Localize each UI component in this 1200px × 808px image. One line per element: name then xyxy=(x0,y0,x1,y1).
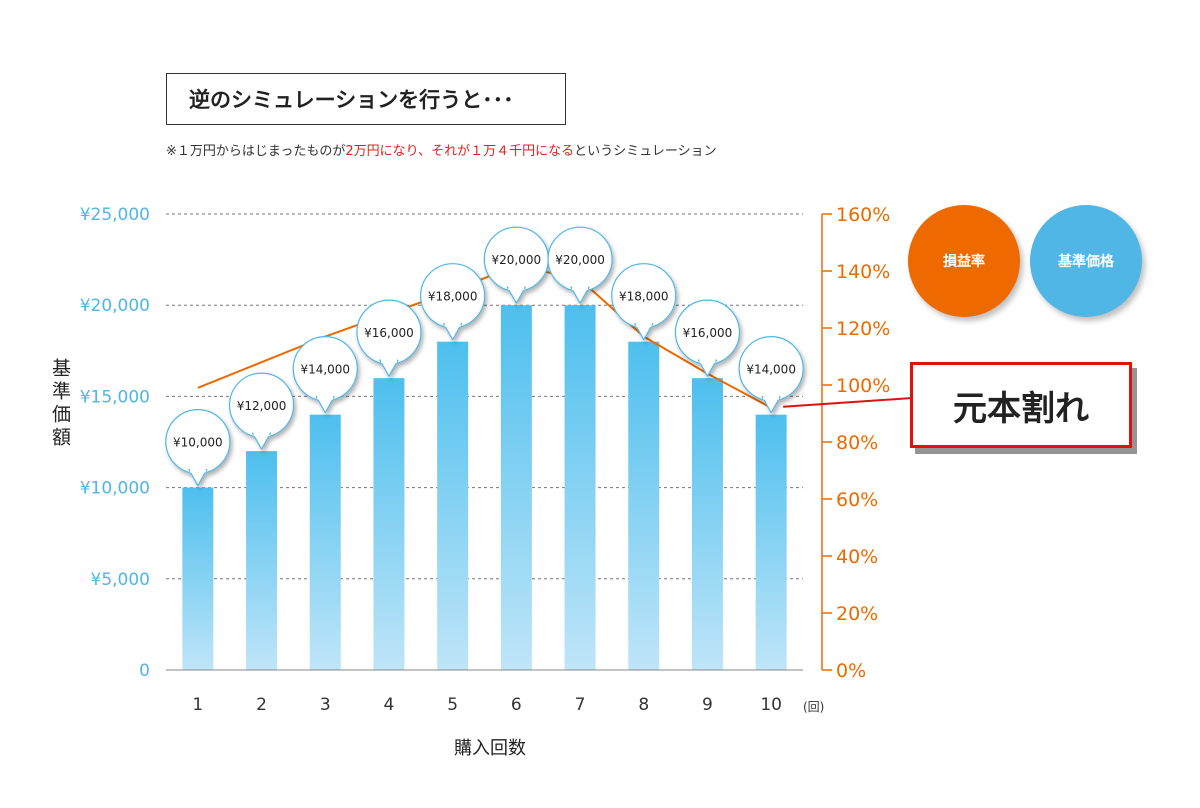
y2-tick-label: 60% xyxy=(836,489,878,511)
y-tick-label: ¥25,000 xyxy=(80,205,150,225)
y-tick-label: ¥20,000 xyxy=(80,296,150,316)
bubble-tail-mask xyxy=(380,358,397,364)
bar xyxy=(182,487,214,670)
value-bubble: ¥16,000 xyxy=(356,299,422,377)
y-tick-label: ¥5,000 xyxy=(91,570,150,590)
x-tick-label: 9 xyxy=(702,695,713,715)
y-tick-label: 0 xyxy=(139,661,150,681)
value-bubbles: ¥10,000 ¥12,000 ¥14,000 ¥16,000 ¥18,000 ¥20,0… xyxy=(165,226,804,487)
value-bubble: ¥16,000 xyxy=(674,299,741,377)
bubble-tail-mask xyxy=(508,285,525,291)
bar-value-label: ¥18,000 xyxy=(619,290,669,304)
bubble-tail-mask xyxy=(572,285,589,291)
y2-tick-label: 140% xyxy=(836,261,890,283)
loss-ratio-line xyxy=(197,264,772,409)
callout-pointer xyxy=(783,397,913,408)
legend-loss-ratio: 損益率 xyxy=(908,205,1020,317)
bubble-tail-mask xyxy=(189,467,206,473)
x-tick-label: 1 xyxy=(192,695,203,715)
value-bubble: ¥14,000 xyxy=(738,336,804,414)
note-post: というシミュレーション xyxy=(574,144,717,159)
bubble-tail-mask xyxy=(317,394,334,400)
bubble-tail-mask xyxy=(444,321,461,327)
bubble-tail-mask xyxy=(763,394,780,400)
x-tick-label: 7 xyxy=(575,695,586,715)
value-bubble: ¥18,000 xyxy=(611,263,677,341)
bar xyxy=(246,451,278,670)
x-axis-title: 購入回数 xyxy=(454,738,526,759)
y2-tick-label: 20% xyxy=(836,603,878,625)
y2-tick-label: 120% xyxy=(836,318,890,340)
x-tick-label: 3 xyxy=(320,695,331,715)
bar-value-label: ¥14,000 xyxy=(746,363,796,377)
bar xyxy=(755,414,787,670)
bubble-tail-mask xyxy=(635,321,652,327)
x-tick-label: 5 xyxy=(447,695,458,715)
y-axis-title: 基準価額 xyxy=(49,358,71,450)
y-tick-label: ¥15,000 xyxy=(80,387,150,407)
chart-title: 逆のシミュレーションを行うと･･･ xyxy=(189,88,514,112)
bar-value-label: ¥16,000 xyxy=(683,326,733,340)
axes: 0 ¥5,000 ¥10,000 ¥15,000 ¥20,000 ¥25,000 0% 20%… xyxy=(49,204,890,759)
value-bubble: ¥20,000 xyxy=(483,226,549,304)
bubble-tail-mask xyxy=(253,431,270,437)
bar-value-label: ¥12,000 xyxy=(237,399,287,413)
bar-value-label: ¥18,000 xyxy=(428,290,478,304)
x-tick-label: 8 xyxy=(638,695,649,715)
value-bubble: ¥18,000 xyxy=(420,263,486,341)
value-bubble: ¥12,000 xyxy=(228,372,295,450)
y2-tick-label: 80% xyxy=(836,432,878,454)
bar-value-label: ¥10,000 xyxy=(173,436,223,450)
callout-text: 元本割れ xyxy=(953,388,1089,429)
bar xyxy=(500,305,532,670)
y2-tick-label: 160% xyxy=(836,204,890,226)
y2-tick-label: 0% xyxy=(836,660,866,682)
x-tick-label: 2 xyxy=(256,695,267,715)
chart-note: ※１万円からはじまったものが2万円になり、それが１万４千円になるというシミュレー… xyxy=(166,140,717,159)
bubble-tail-mask xyxy=(699,358,716,364)
bar-value-label: ¥14,000 xyxy=(300,363,350,377)
principal-loss-callout: 元本割れ xyxy=(910,362,1132,448)
legend-base-price-label: 基準価格 xyxy=(1058,254,1114,270)
y-tick-label: ¥10,000 xyxy=(80,479,150,499)
note-pre: ※１万円からはじまったものが xyxy=(166,144,346,159)
x-tick-label: 10 xyxy=(760,695,782,715)
bar xyxy=(628,341,660,670)
bars xyxy=(182,305,787,670)
y2-tick-label: 100% xyxy=(836,375,890,397)
x-tick-label: 4 xyxy=(384,695,395,715)
x-tick-label: 6 xyxy=(511,695,522,715)
y2-tick-label: 40% xyxy=(836,546,878,568)
bar xyxy=(437,341,469,670)
x-axis-unit: (回) xyxy=(803,700,824,714)
bar-value-label: ¥20,000 xyxy=(492,253,542,267)
legend-loss-ratio-label: 損益率 xyxy=(943,254,985,270)
ratio-line xyxy=(197,264,772,409)
bar-value-label: ¥20,000 xyxy=(555,253,605,267)
bar xyxy=(309,414,341,670)
bar xyxy=(373,378,405,670)
callout-pointer-line xyxy=(783,397,913,408)
bar xyxy=(564,305,596,670)
bar xyxy=(691,378,723,670)
value-bubble: ¥20,000 xyxy=(547,226,613,304)
chart-title-box: 逆のシミュレーションを行うと･･･ xyxy=(166,73,566,125)
value-bubble: ¥10,000 xyxy=(165,409,231,487)
legend-base-price: 基準価格 xyxy=(1030,205,1142,317)
value-bubble: ¥14,000 xyxy=(292,336,358,414)
bar-value-label: ¥16,000 xyxy=(364,326,414,340)
note-highlight: 2万円になり、それが１万４千円になる xyxy=(345,144,575,159)
